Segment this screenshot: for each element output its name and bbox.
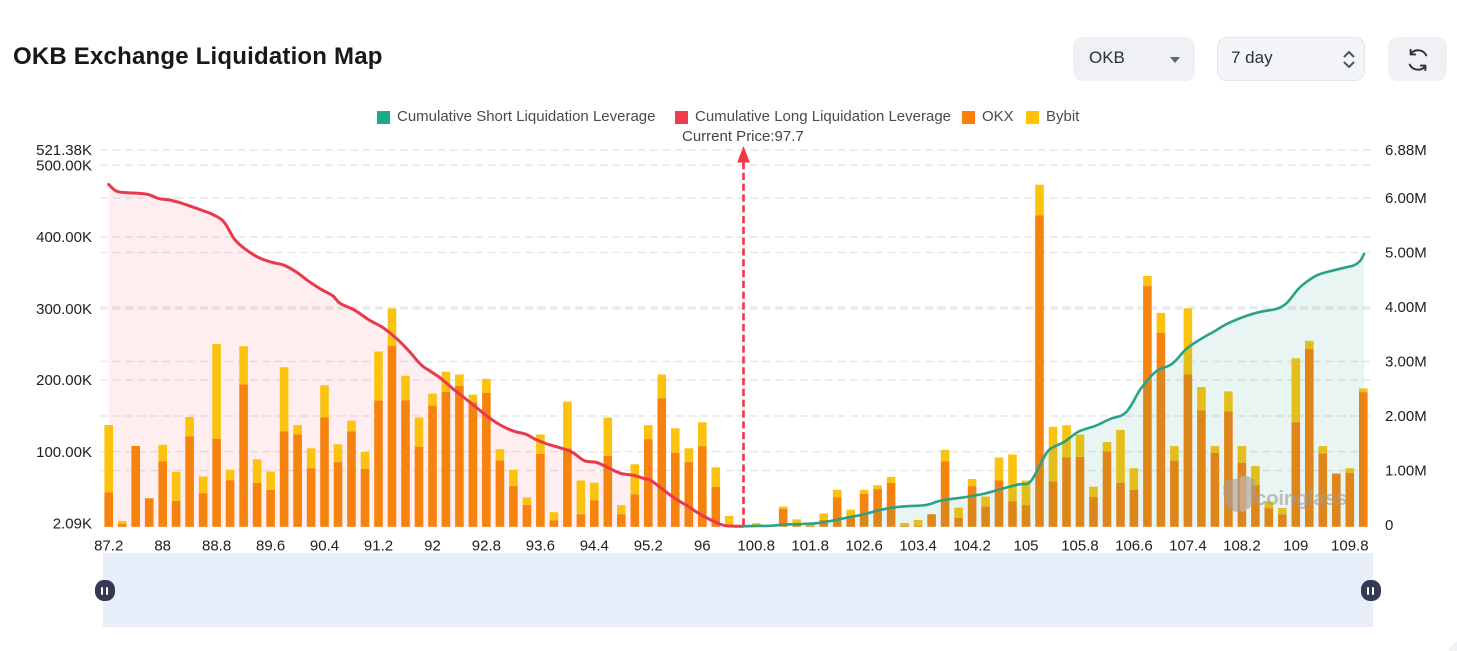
svg-text:89.6: 89.6 [256, 538, 285, 555]
svg-text:105.8: 105.8 [1061, 538, 1099, 555]
svg-text:95.2: 95.2 [634, 538, 663, 555]
svg-text:88: 88 [154, 538, 171, 555]
svg-text:300.00K: 300.00K [36, 301, 92, 318]
svg-text:200.00K: 200.00K [36, 372, 92, 389]
svg-text:107.4: 107.4 [1169, 538, 1207, 555]
svg-text:100.8: 100.8 [737, 538, 775, 555]
svg-text:4.00M: 4.00M [1385, 299, 1427, 316]
svg-text:109: 109 [1283, 538, 1308, 555]
svg-text:1.00M: 1.00M [1385, 463, 1427, 480]
svg-text:0: 0 [1385, 517, 1393, 534]
svg-text:105: 105 [1013, 538, 1038, 555]
svg-text:100.00K: 100.00K [36, 444, 92, 461]
svg-text:3.00M: 3.00M [1385, 354, 1427, 371]
svg-text:109.8: 109.8 [1331, 538, 1369, 555]
svg-text:6.88M: 6.88M [1385, 142, 1427, 159]
svg-text:94.4: 94.4 [580, 538, 609, 555]
svg-text:92.8: 92.8 [472, 538, 501, 555]
svg-text:102.6: 102.6 [845, 538, 883, 555]
svg-text:92: 92 [424, 538, 441, 555]
svg-text:87.2: 87.2 [94, 538, 123, 555]
svg-text:90.4: 90.4 [310, 538, 339, 555]
svg-text:5.00M: 5.00M [1385, 245, 1427, 262]
svg-text:2.00M: 2.00M [1385, 408, 1427, 425]
svg-text:500.00K: 500.00K [36, 157, 92, 174]
svg-text:108.2: 108.2 [1223, 538, 1261, 555]
svg-text:6.00M: 6.00M [1385, 190, 1427, 207]
svg-text:91.2: 91.2 [364, 538, 393, 555]
svg-text:2.09K: 2.09K [53, 516, 92, 533]
svg-text:400.00K: 400.00K [36, 229, 92, 246]
svg-text:104.2: 104.2 [953, 538, 991, 555]
svg-text:96: 96 [694, 538, 711, 555]
svg-text:93.6: 93.6 [526, 538, 555, 555]
svg-text:103.4: 103.4 [899, 538, 937, 555]
svg-text:coinglass: coinglass [1255, 487, 1347, 510]
svg-text:106.6: 106.6 [1115, 538, 1153, 555]
svg-text:521.38K: 521.38K [36, 142, 92, 159]
svg-text:101.8: 101.8 [791, 538, 829, 555]
svg-text:88.8: 88.8 [202, 538, 231, 555]
